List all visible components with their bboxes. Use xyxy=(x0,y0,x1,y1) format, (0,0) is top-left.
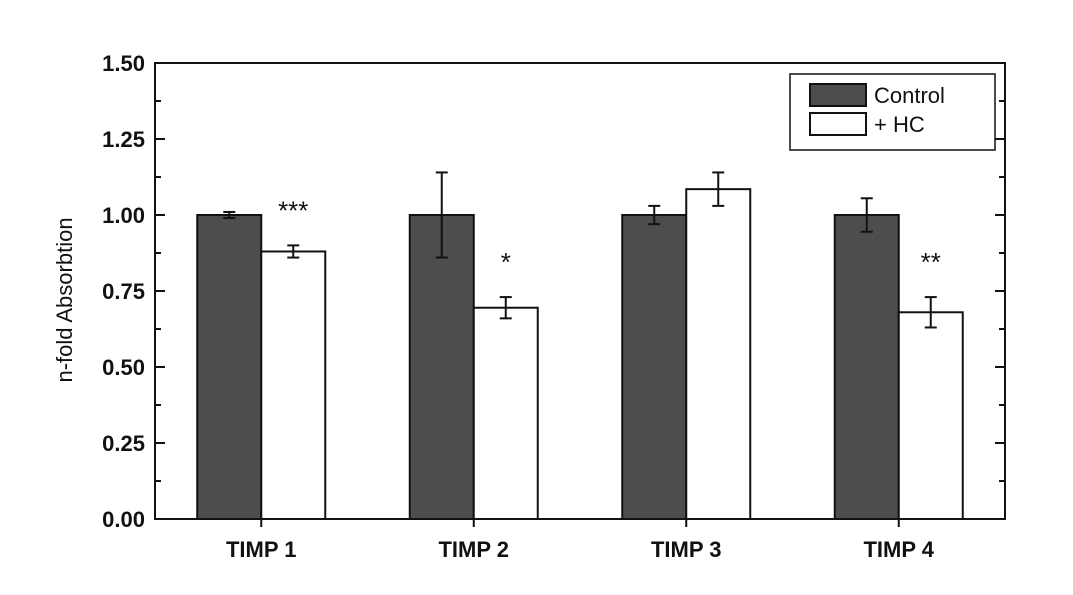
significance-annotation: ** xyxy=(921,247,941,277)
y-tick-label: 0.50 xyxy=(102,355,145,380)
bar-control xyxy=(408,214,475,520)
y-tick-label: 0.75 xyxy=(102,279,145,304)
legend-label-control: Control xyxy=(874,83,945,108)
bar-control xyxy=(621,214,688,520)
bar-hc xyxy=(260,250,327,520)
bar-control xyxy=(196,214,263,520)
x-category-label: TIMP 4 xyxy=(863,537,934,562)
y-tick-label: 1.00 xyxy=(102,203,145,228)
y-tick-label: 1.50 xyxy=(102,51,145,76)
significance-annotation: * xyxy=(501,247,511,277)
plot-frame xyxy=(154,62,1006,520)
legend-swatch-control xyxy=(809,83,867,107)
x-category-label: TIMP 2 xyxy=(438,537,509,562)
bar-hc xyxy=(897,311,964,520)
bar-control xyxy=(833,214,900,520)
y-tick-label: 1.25 xyxy=(102,127,145,152)
y-tick-label: 0.25 xyxy=(102,431,145,456)
y-axis-title: n-fold Absorbtion xyxy=(52,217,77,382)
bar-hc xyxy=(472,306,539,520)
bar-hc xyxy=(685,188,752,520)
y-tick-label: 0.00 xyxy=(102,507,145,532)
legend-swatch-hc xyxy=(809,112,867,136)
x-category-label: TIMP 3 xyxy=(651,537,722,562)
significance-annotation: *** xyxy=(278,195,308,225)
x-category-label: TIMP 1 xyxy=(226,537,297,562)
legend-label-hc: + HC xyxy=(874,112,925,137)
